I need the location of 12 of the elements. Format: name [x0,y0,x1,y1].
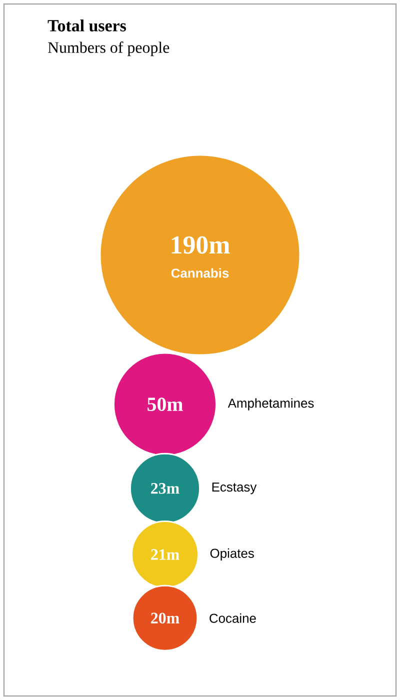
text: Numbers of people [48,42,170,56]
category-label: Ecstasy [212,482,257,494]
data-label: 50m [148,398,183,412]
data-label: 21m [151,549,180,560]
category-label: Cocaine [210,613,256,623]
data-label: 190m [172,236,230,254]
data-label: 20m [151,612,180,624]
text: Total users [48,20,126,32]
category-label: Cannabis [171,268,229,278]
category-label: Opiates [210,548,254,560]
category-label: Amphetamines [228,398,314,410]
data-label: 23m [151,483,180,494]
